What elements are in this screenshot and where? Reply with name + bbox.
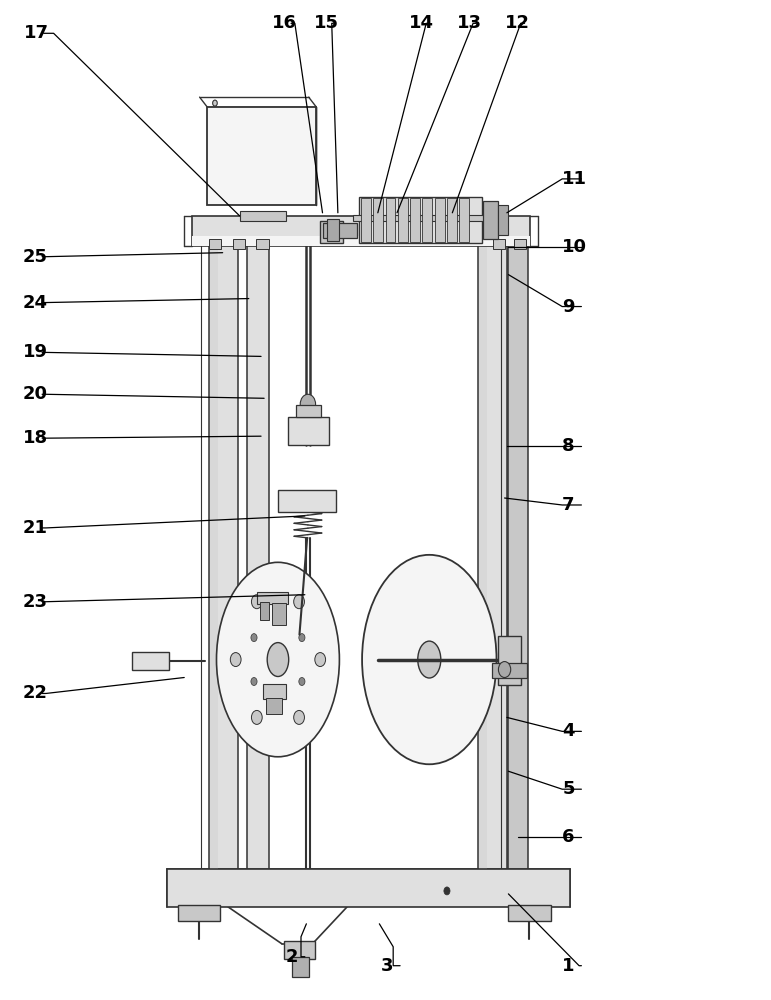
- Text: 19: 19: [23, 343, 48, 361]
- Circle shape: [251, 710, 262, 724]
- Text: 1: 1: [562, 957, 574, 975]
- Bar: [291, 957, 308, 977]
- Circle shape: [321, 495, 330, 507]
- Bar: [295, 405, 321, 417]
- Bar: [209, 239, 221, 249]
- Circle shape: [299, 634, 305, 642]
- Bar: [257, 239, 269, 249]
- Text: 17: 17: [25, 24, 49, 42]
- Bar: [498, 205, 507, 235]
- Circle shape: [299, 678, 305, 685]
- Bar: [492, 663, 527, 678]
- Bar: [240, 211, 285, 221]
- Bar: [192, 216, 530, 246]
- Bar: [192, 236, 530, 246]
- Bar: [207, 107, 316, 205]
- Text: 4: 4: [562, 722, 574, 740]
- Bar: [386, 198, 396, 242]
- Circle shape: [213, 100, 217, 106]
- Circle shape: [251, 595, 262, 609]
- Bar: [435, 198, 445, 242]
- Bar: [260, 602, 269, 620]
- Bar: [247, 241, 269, 869]
- Bar: [209, 241, 238, 869]
- Text: 22: 22: [23, 684, 48, 702]
- Ellipse shape: [418, 641, 441, 678]
- Text: 11: 11: [562, 170, 588, 188]
- Text: 25: 25: [23, 248, 48, 266]
- Text: 8: 8: [562, 437, 575, 455]
- Ellipse shape: [217, 562, 339, 757]
- Text: 13: 13: [457, 14, 482, 32]
- Bar: [478, 241, 507, 869]
- Bar: [497, 636, 520, 685]
- Circle shape: [498, 662, 510, 678]
- Bar: [398, 198, 408, 242]
- Circle shape: [251, 678, 257, 685]
- Bar: [322, 223, 357, 238]
- Bar: [327, 219, 338, 241]
- Bar: [508, 905, 550, 921]
- Text: 9: 9: [562, 298, 574, 316]
- Text: 7: 7: [562, 496, 574, 514]
- Text: 21: 21: [23, 519, 48, 537]
- Bar: [508, 241, 527, 869]
- Bar: [359, 197, 483, 243]
- Circle shape: [315, 653, 325, 667]
- Text: 3: 3: [381, 957, 393, 975]
- Ellipse shape: [362, 555, 497, 764]
- Circle shape: [294, 595, 305, 609]
- Text: 24: 24: [23, 294, 48, 312]
- Bar: [361, 198, 371, 242]
- Bar: [447, 198, 457, 242]
- Text: 6: 6: [562, 828, 574, 846]
- Bar: [210, 241, 218, 869]
- Circle shape: [444, 887, 450, 895]
- Circle shape: [300, 394, 315, 414]
- Text: 20: 20: [23, 385, 48, 403]
- Text: 10: 10: [562, 238, 588, 256]
- Circle shape: [294, 710, 305, 724]
- Bar: [132, 652, 169, 670]
- Text: 5: 5: [562, 780, 574, 798]
- Bar: [353, 215, 495, 221]
- Text: 23: 23: [23, 593, 48, 611]
- Text: 2: 2: [285, 948, 298, 966]
- Bar: [233, 239, 245, 249]
- Circle shape: [287, 495, 296, 507]
- Ellipse shape: [268, 643, 288, 677]
- Text: 14: 14: [409, 14, 433, 32]
- Bar: [267, 698, 281, 714]
- Circle shape: [275, 699, 281, 707]
- Bar: [258, 592, 288, 604]
- Bar: [460, 198, 470, 242]
- Text: 16: 16: [272, 14, 297, 32]
- Bar: [480, 241, 487, 869]
- Bar: [272, 603, 285, 625]
- Bar: [288, 417, 328, 445]
- Bar: [284, 941, 315, 959]
- Bar: [513, 239, 526, 249]
- Bar: [410, 198, 420, 242]
- Bar: [423, 198, 433, 242]
- Bar: [483, 201, 498, 239]
- Text: 12: 12: [505, 14, 530, 32]
- Bar: [278, 490, 335, 512]
- Text: 15: 15: [314, 14, 339, 32]
- Circle shape: [251, 634, 257, 642]
- Circle shape: [275, 612, 281, 620]
- Bar: [263, 684, 285, 699]
- Bar: [320, 221, 343, 243]
- Circle shape: [231, 653, 241, 667]
- Bar: [167, 869, 570, 907]
- Bar: [178, 905, 221, 921]
- Bar: [493, 239, 505, 249]
- Bar: [373, 198, 383, 242]
- Text: 18: 18: [23, 429, 48, 447]
